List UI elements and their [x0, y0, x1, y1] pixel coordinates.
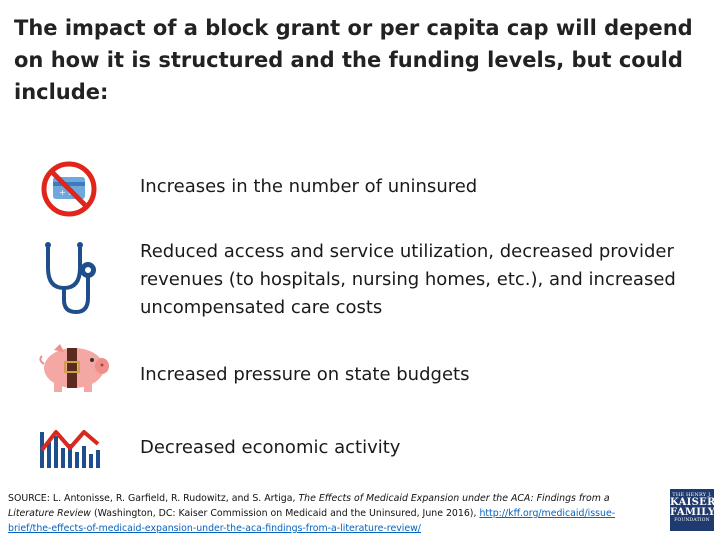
logo-line-1: THE HENRY J.	[672, 492, 712, 498]
no-insurance-card-icon: + ▭	[40, 160, 98, 218]
logo-line-2: KAISER	[670, 497, 716, 508]
source-citation: SOURCE: L. Antonisse, R. Garfield, R. Ru…	[8, 491, 658, 536]
stethoscope-icon	[38, 240, 100, 318]
declining-chart-icon	[38, 422, 104, 470]
piggy-bank-belt-icon	[34, 340, 114, 396]
logo-line-4: FOUNDATION	[674, 518, 710, 523]
slide-title: The impact of a block grant or per capit…	[14, 16, 693, 104]
source-link[interactable]: http://kff.org/medicaid/issue-brief/the-…	[8, 508, 616, 534]
impact-item-access: Reduced access and service utilization, …	[140, 241, 676, 318]
source-title: The Effects of Medicaid Expansion under …	[8, 493, 610, 519]
impact-item-state-budgets: Increased pressure on state budgets	[140, 364, 470, 385]
source-prefix: SOURCE: L. Antonisse, R. Garfield, R. Ru…	[8, 493, 299, 504]
kff-logo: THE HENRY J. KAISER FAMILY FOUNDATION	[670, 489, 716, 531]
impact-item-economic-activity: Decreased economic activity	[140, 437, 401, 458]
svg-text:+ ▭: + ▭	[59, 188, 76, 197]
source-middle: (Washington, DC: Kaiser Commission on Me…	[90, 508, 480, 519]
impact-item-uninsured: Increases in the number of uninsured	[140, 176, 478, 197]
logo-line-3: FAMILY	[670, 507, 716, 518]
